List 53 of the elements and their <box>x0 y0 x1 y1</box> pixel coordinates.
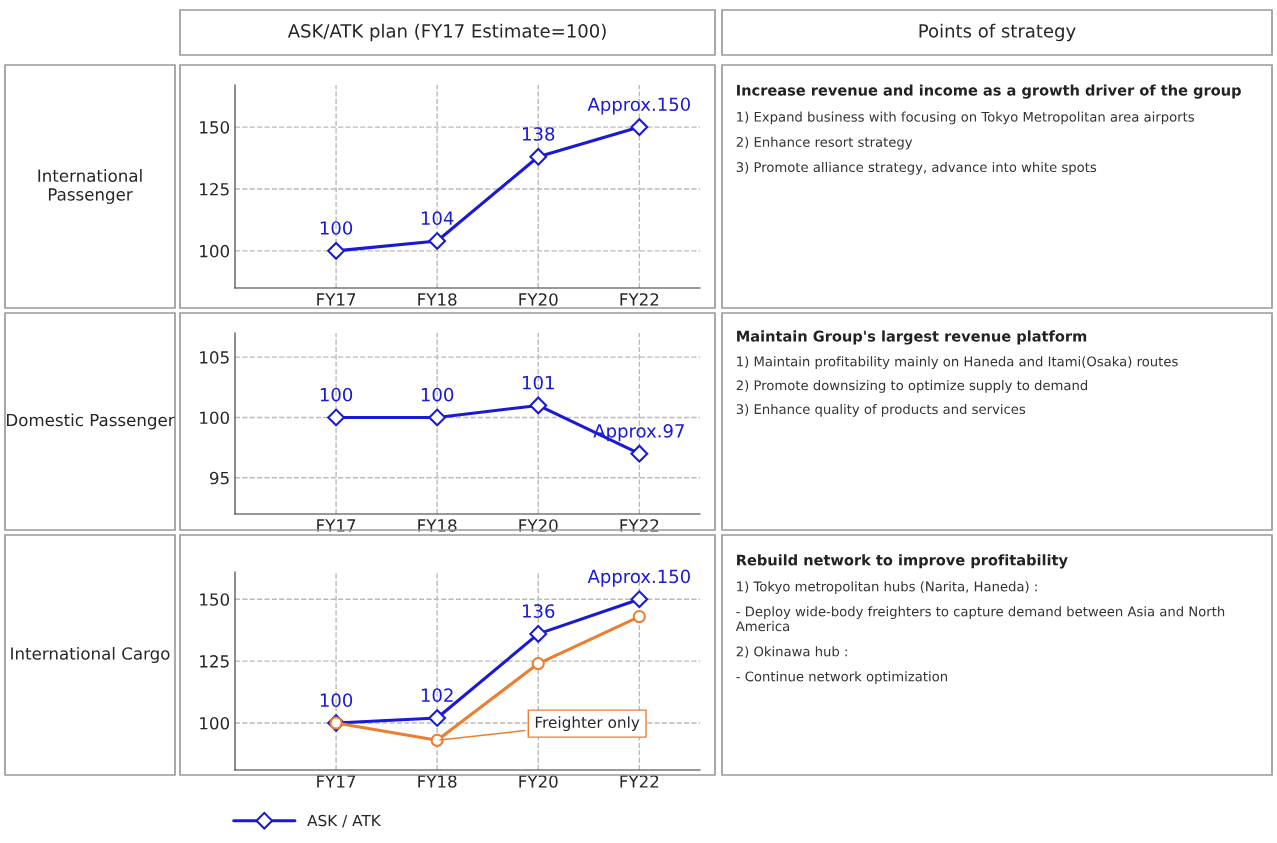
x-tick-label: FY17 <box>317 293 356 306</box>
text: 1) Expand business with focusing on Tokyo Metropolitan area airports <box>737 111 1195 125</box>
x-tick-label: FY18 <box>418 519 457 532</box>
y-tick-label: 150 <box>200 121 230 134</box>
y-tick-label: 100 <box>200 411 230 425</box>
text: Maintain Group's largest revenue platform <box>737 330 1087 345</box>
text: 2) Okinawa hub : <box>736 646 847 658</box>
data-label: 100 <box>320 387 353 402</box>
data-label: 100 <box>320 693 353 707</box>
y-tick-label: 150 <box>200 593 230 606</box>
text: 2) Enhance resort strategy <box>736 136 913 150</box>
annotation: Freighter only <box>535 716 640 732</box>
text: - Continue network optimization <box>736 671 947 684</box>
data-label: Approx.97 <box>593 424 684 442</box>
x-tick-label: FY22 <box>620 293 659 306</box>
y-tick-label: 105 <box>200 351 229 364</box>
x-tick-label: FY18 <box>418 293 457 306</box>
y-tick-label: 125 <box>200 655 229 668</box>
text: 3) Enhance quality of products and services <box>736 403 1026 417</box>
text: Domestic Passenger <box>7 413 175 430</box>
y-tick-label: 125 <box>200 182 229 196</box>
text: ASK/ATK plan (FY17 Estimate=100) <box>287 23 606 42</box>
text: Increase revenue and income as a growth driver of the group <box>737 84 1241 99</box>
x-tick-label: FY22 <box>620 775 659 788</box>
text: International Cargo <box>11 646 170 664</box>
data-label: Approx.150 <box>587 569 690 587</box>
data-label: 101 <box>523 375 554 390</box>
y-tick-label: 100 <box>200 244 230 258</box>
x-tick-label: FY22 <box>620 519 659 532</box>
data-label: 102 <box>421 688 453 703</box>
x-tick-label: FY20 <box>519 293 558 306</box>
x-tick-label: FY20 <box>519 519 558 532</box>
text: 3) Promote alliance strategy, advance into white spots <box>736 161 1097 175</box>
y-tick-label: 95 <box>209 471 229 485</box>
x-tick-label: FY18 <box>418 775 457 788</box>
data-label: 138 <box>523 127 555 141</box>
text: Rebuild network to improve profitability <box>737 554 1068 569</box>
legend-label: ASK / ATK <box>307 814 382 828</box>
data-label: 100 <box>320 221 353 235</box>
text: International Passenger <box>38 169 142 204</box>
data-label: 104 <box>421 211 454 225</box>
y-tick-label: 100 <box>200 716 230 730</box>
text: 1) Maintain profitability mainly on Haneda and Itami(Osaka) routes <box>737 356 1178 369</box>
x-tick-label: FY17 <box>317 519 356 532</box>
text: 2) Promote downsizing to optimize supply to demand <box>736 380 1088 393</box>
text: Points of strategy <box>919 23 1076 42</box>
data-label: Approx.150 <box>587 97 690 115</box>
data-label: 100 <box>421 387 454 402</box>
x-tick-label: FY20 <box>519 775 558 788</box>
data-label: 136 <box>523 604 555 618</box>
text: - Deploy wide-body freighters to capture demand between Asia and North America <box>735 606 1225 632</box>
text: 1) Tokyo metropolitan hubs (Narita, Haneda) : <box>737 581 1037 594</box>
x-tick-label: FY17 <box>317 775 356 788</box>
